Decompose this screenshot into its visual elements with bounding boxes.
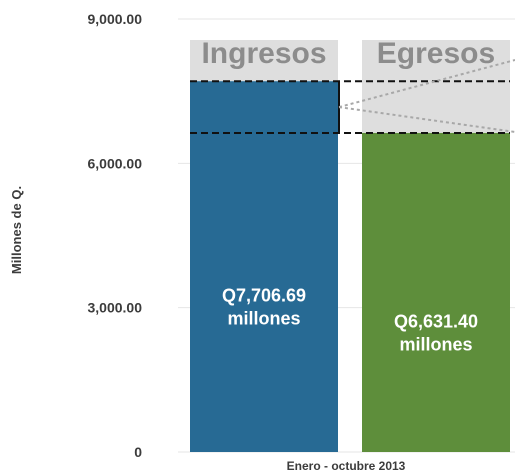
- bars: [190, 81, 510, 452]
- bar-ingresos: [190, 81, 338, 452]
- bar-egresos: [362, 132, 510, 452]
- data-label-value: Q7,706.69: [222, 286, 306, 306]
- y-axis-ticks: 0 3,000.00 6,000.00 9,000.00: [88, 11, 143, 460]
- y-tick-label: 9,000.00: [88, 11, 143, 27]
- data-labels: Q7,706.69 millones Q6,631.40 millones: [222, 286, 478, 355]
- category-bands: [190, 40, 510, 133]
- category-band-ingresos: [190, 40, 338, 82]
- data-label-unit: millones: [227, 309, 300, 329]
- difference-markers: [190, 59, 515, 134]
- category-band-egresos: [362, 40, 510, 133]
- callout-line-upper: [338, 59, 515, 109]
- category-label-egresos: Egresos: [377, 37, 495, 70]
- y-tick-label: 0: [134, 444, 142, 460]
- category-labels: Ingresos Egresos: [201, 37, 495, 70]
- data-label-value: Q6,631.40: [394, 311, 478, 331]
- x-axis-label: Enero - octubre 2013: [287, 459, 406, 473]
- y-tick-label: 3,000.00: [88, 300, 143, 316]
- category-label-ingresos: Ingresos: [201, 37, 326, 70]
- y-axis-label: Millones de Q.: [9, 186, 24, 274]
- data-label-unit: millones: [399, 334, 472, 354]
- y-tick-label: 6,000.00: [88, 155, 143, 171]
